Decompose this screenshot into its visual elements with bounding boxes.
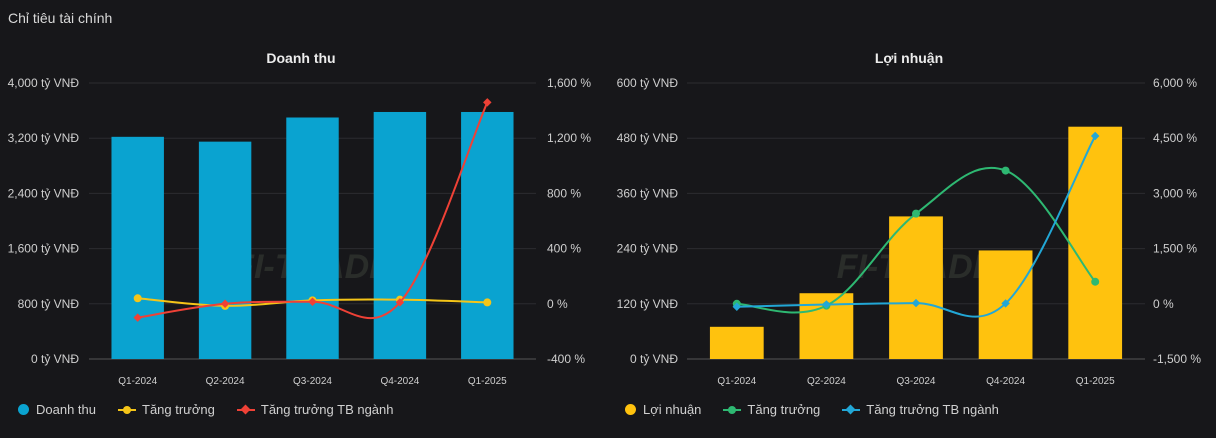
x-tick-label: Q3-2024: [897, 376, 936, 387]
y-tick-label: 0 tỷ VNĐ: [630, 352, 678, 366]
y-tick-label: 480 tỷ VNĐ: [617, 131, 679, 145]
growth-swatch-icon: [118, 405, 136, 415]
line-point: [1091, 277, 1100, 286]
revenue-legend: Doanh thu Tăng trưởng Tăng trưởng TB ngà…: [18, 402, 416, 417]
y2-tick-label: 3,000 %: [1153, 186, 1197, 200]
y2-tick-label: 1,500 %: [1153, 242, 1197, 256]
line-point: [133, 294, 142, 303]
y2-tick-label: 0 %: [547, 297, 568, 311]
y-tick-label: 4,000 tỷ VNĐ: [8, 76, 80, 90]
y2-tick-label: 400 %: [547, 242, 581, 256]
legend-label: Lợi nhuận: [643, 402, 702, 417]
line-point: [1001, 299, 1010, 308]
x-tick-label: Q1-2024: [717, 376, 756, 387]
legend-revenue-industry[interactable]: Tăng trưởng TB ngành: [236, 402, 394, 417]
x-tick-label: Q1-2025: [1076, 376, 1115, 387]
bar: [1068, 126, 1123, 359]
y2-tick-label: -400 %: [547, 352, 585, 366]
line-point: [1001, 166, 1010, 175]
bar: [286, 117, 339, 359]
revenue-chart: Doanh thuFI-TRADE0 tỷ VNĐ-400 %800 tỷ VN…: [8, 50, 592, 387]
line-point: [1090, 131, 1100, 141]
y2-tick-label: -1,500 %: [1153, 352, 1201, 366]
bar: [889, 216, 943, 359]
x-tick-label: Q3-2024: [293, 376, 332, 387]
line-point: [483, 298, 492, 307]
line-point: [220, 299, 230, 309]
profit-chart: Lợi nhuậnFI-TRADE0 tỷ VNĐ-1,500 %120 tỷ …: [617, 50, 1202, 387]
industry-swatch-icon: [842, 404, 861, 415]
legend-label: Tăng trưởng TB ngành: [260, 402, 394, 417]
legend-label: Tăng trưởng: [747, 402, 821, 417]
line-point: [483, 98, 492, 107]
y-tick-label: 360 tỷ VNĐ: [617, 186, 679, 200]
chart-title: Lợi nhuận: [875, 50, 943, 66]
y2-tick-label: 800 %: [547, 186, 581, 200]
legend-revenue[interactable]: Doanh thu: [18, 402, 96, 417]
y-tick-label: 800 tỷ VNĐ: [18, 297, 80, 311]
y2-tick-label: 6,000 %: [1153, 76, 1197, 90]
y-tick-label: 1,600 tỷ VNĐ: [8, 242, 80, 256]
line-point: [133, 313, 142, 322]
y2-tick-label: 4,500 %: [1153, 131, 1197, 145]
line-point: [911, 298, 921, 308]
page-title: Chỉ tiêu tài chính: [8, 10, 113, 26]
profit-swatch-icon: [625, 404, 636, 415]
x-tick-label: Q4-2024: [986, 376, 1025, 387]
industry-swatch-icon: [236, 404, 255, 415]
series-line: [137, 101, 489, 320]
legend-label: Doanh thu: [36, 402, 96, 417]
y-tick-label: 120 tỷ VNĐ: [617, 297, 679, 311]
legend-profit-industry[interactable]: Tăng trưởng TB ngành: [842, 402, 999, 417]
legend-revenue-growth[interactable]: Tăng trưởng: [118, 402, 215, 417]
y2-tick-label: 1,200 %: [547, 131, 591, 145]
x-tick-label: Q2-2024: [206, 376, 245, 387]
y2-tick-label: 0 %: [1153, 297, 1174, 311]
profit-legend: Lợi nhuận Tăng trưởng Tăng trưởng TB ngà…: [625, 402, 1021, 417]
bar: [198, 141, 252, 359]
y2-tick-label: 1,600 %: [547, 76, 591, 90]
legend-profit-growth[interactable]: Tăng trưởng: [723, 402, 820, 417]
y-tick-label: 3,200 tỷ VNĐ: [8, 131, 80, 145]
line-point: [395, 298, 405, 307]
bar: [111, 136, 164, 359]
bar: [709, 326, 764, 359]
series-line: [736, 135, 1097, 318]
line-point: [822, 300, 831, 309]
line-point: [308, 297, 317, 306]
legend-label: Tăng trưởng: [142, 402, 215, 417]
legend-label: Tăng trưởng TB ngành: [866, 402, 999, 417]
growth-swatch-icon: [723, 405, 742, 415]
x-tick-label: Q2-2024: [807, 376, 846, 387]
x-tick-label: Q4-2024: [380, 376, 419, 387]
line-point: [912, 209, 920, 218]
y-tick-label: 600 tỷ VNĐ: [617, 76, 679, 90]
y-tick-label: 240 tỷ VNĐ: [617, 242, 679, 256]
x-tick-label: Q1-2024: [118, 376, 157, 387]
x-tick-label: Q1-2025: [468, 376, 507, 387]
y-tick-label: 0 tỷ VNĐ: [31, 352, 79, 366]
revenue-swatch-icon: [18, 404, 29, 415]
y-tick-label: 2,400 tỷ VNĐ: [8, 186, 80, 200]
bar: [373, 111, 427, 359]
line-point: [732, 302, 742, 311]
chart-title: Doanh thu: [266, 50, 335, 66]
legend-profit[interactable]: Lợi nhuận: [625, 402, 701, 417]
bar: [461, 111, 514, 359]
